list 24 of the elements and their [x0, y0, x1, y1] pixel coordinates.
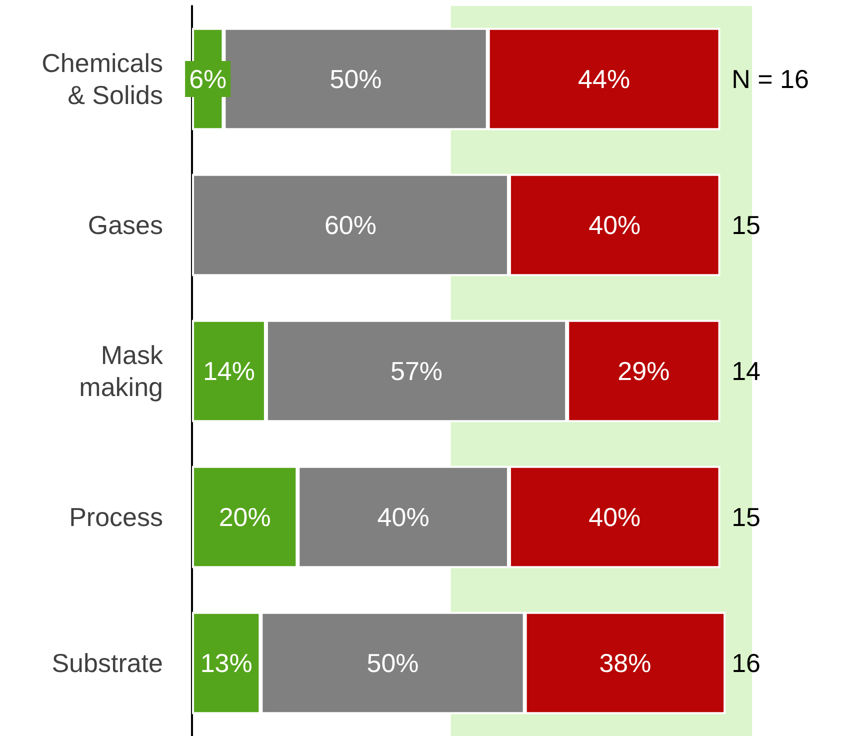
data-label: 38% — [599, 648, 652, 678]
y-tick-label: Substrate — [52, 648, 163, 678]
data-label: 29% — [618, 356, 670, 386]
data-label: 50% — [366, 648, 419, 678]
y-tick-label: Gases — [88, 210, 163, 240]
data-label: 14% — [202, 356, 256, 386]
data-label: 50% — [330, 64, 382, 94]
annotation: 14 — [732, 356, 761, 386]
data-label: 20% — [218, 502, 271, 532]
y-tick-label: Process — [69, 502, 163, 532]
data-label: 13% — [200, 648, 252, 678]
data-label: 40% — [588, 210, 641, 240]
y-tick-label: Chemicals & Solids — [42, 48, 163, 110]
data-label: 40% — [588, 502, 641, 532]
y-tick-label: Mask making — [79, 340, 164, 402]
data-label: 40% — [377, 502, 430, 532]
annotation: 15 — [732, 210, 761, 240]
data-label: 57% — [390, 356, 443, 386]
data-label: 60% — [324, 210, 377, 240]
data-label: 6% — [189, 64, 227, 94]
annotation: N = 16 — [732, 64, 809, 94]
annotation: 16 — [732, 648, 761, 678]
data-label: 44% — [578, 64, 630, 94]
annotation: 15 — [732, 502, 761, 532]
